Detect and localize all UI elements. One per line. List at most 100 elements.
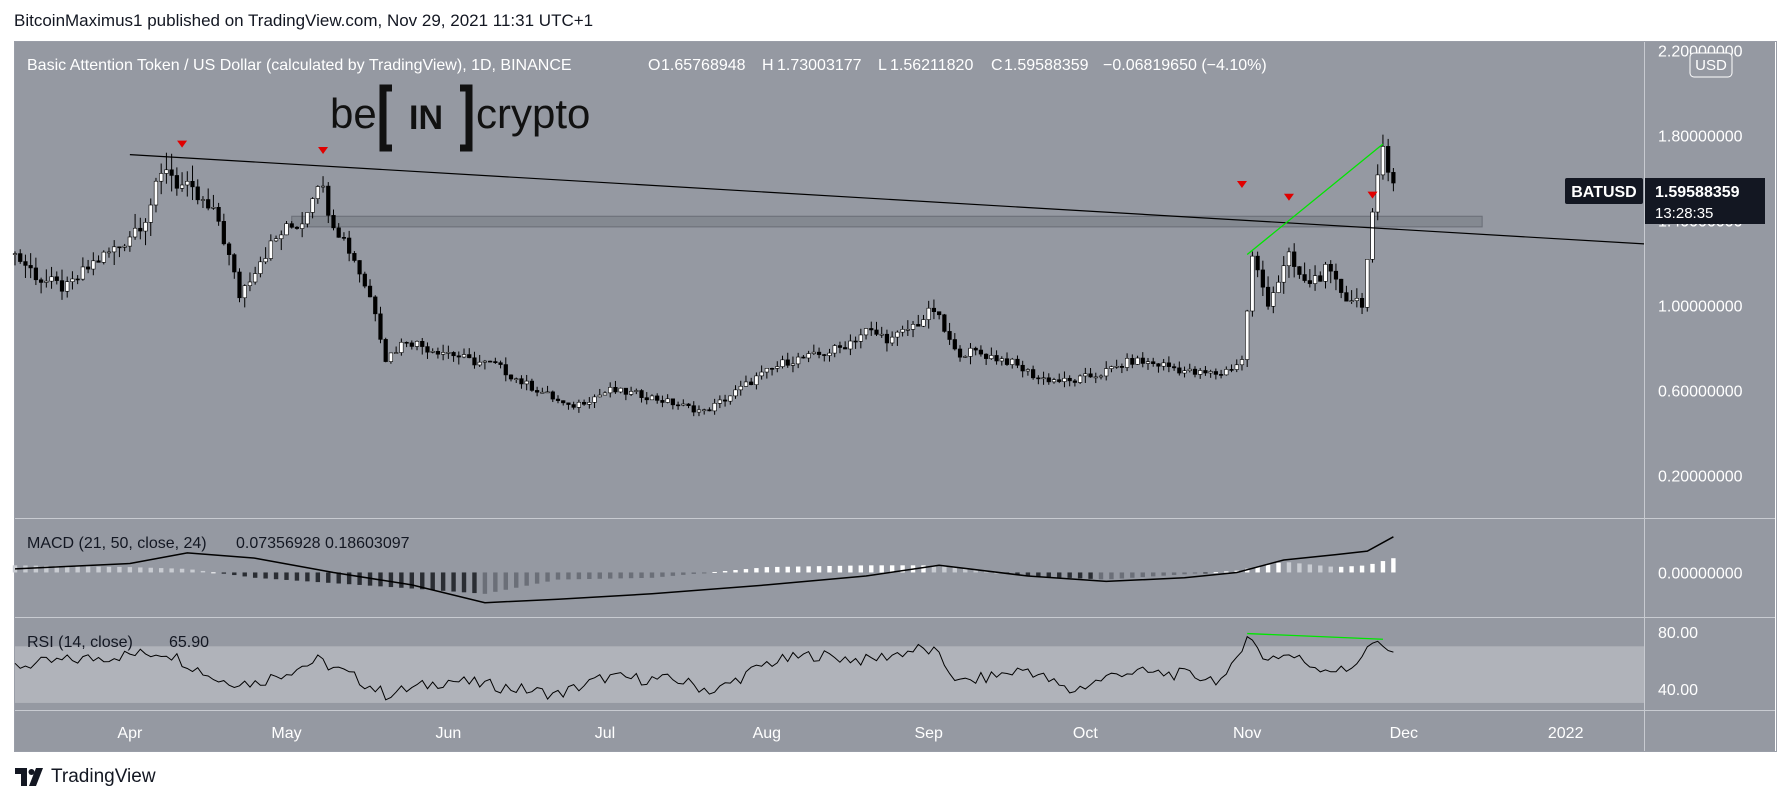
candle <box>639 389 644 403</box>
candle <box>1218 369 1224 379</box>
candle <box>153 177 159 213</box>
candle <box>1104 361 1109 381</box>
candle <box>863 328 869 340</box>
candle-body <box>117 246 122 249</box>
candle <box>514 377 519 383</box>
candle <box>634 388 639 395</box>
macd-histogram-bar <box>190 569 195 573</box>
macd-histogram-bar <box>75 566 80 573</box>
candle <box>796 352 801 369</box>
candle <box>931 299 937 320</box>
candle-body <box>91 260 96 270</box>
candle-body <box>49 276 54 282</box>
candle-body <box>420 341 425 347</box>
candle <box>1260 260 1265 297</box>
macd-histogram-bar <box>1244 568 1250 573</box>
macd-histogram-bar <box>921 565 926 573</box>
candle <box>1208 369 1213 378</box>
macd-legend: MACD (21, 50, close, 24) 0.07356928 0.18… <box>27 535 410 552</box>
candle <box>1083 367 1088 383</box>
macd-histogram-bar <box>211 572 216 574</box>
macd-histogram-bar <box>1025 572 1031 577</box>
candle-body <box>451 352 456 357</box>
candle <box>127 231 132 252</box>
candle-body <box>582 401 587 405</box>
time-axis-label: Nov <box>1233 725 1261 742</box>
candle <box>561 400 566 406</box>
candle <box>947 322 952 345</box>
candle <box>1312 265 1318 291</box>
candle-body <box>634 390 639 392</box>
macd-histogram-bar <box>1213 572 1219 574</box>
candle <box>1057 373 1062 384</box>
candle-body <box>900 329 905 333</box>
candle-body <box>1365 259 1370 308</box>
candle <box>1151 357 1156 367</box>
candle <box>785 352 790 368</box>
candle-body <box>65 281 70 292</box>
candle-body <box>138 227 143 232</box>
macd-histogram-bar <box>1380 561 1386 573</box>
price-pane[interactable] <box>15 42 1644 518</box>
candle <box>707 407 712 412</box>
candle-body <box>1041 377 1046 380</box>
candle <box>1323 261 1328 289</box>
candle-body <box>59 280 65 292</box>
candle <box>226 241 232 266</box>
candle-body <box>984 353 989 359</box>
candle-body <box>253 273 258 283</box>
macd-histogram-bar <box>555 572 561 580</box>
macd-histogram-bar <box>1255 566 1260 573</box>
candle-body <box>1198 370 1203 375</box>
time-axis[interactable] <box>15 710 1644 751</box>
macd-histogram-bar <box>127 567 133 573</box>
candle-body <box>23 261 28 266</box>
candle-body <box>112 246 117 253</box>
candle <box>618 387 623 394</box>
candle <box>315 185 320 204</box>
macd-histogram-bar <box>1224 571 1229 573</box>
candle-body <box>367 285 373 298</box>
candle-body <box>373 296 378 315</box>
candle-body <box>320 185 326 188</box>
candle-body <box>602 392 608 396</box>
candle-body <box>989 355 994 359</box>
candle <box>341 232 347 241</box>
price-axis[interactable] <box>1645 42 1775 751</box>
candle-body <box>477 361 482 366</box>
candle-body <box>1192 368 1198 375</box>
candle-body <box>1323 263 1328 282</box>
chart-frame <box>14 41 1777 752</box>
macd-histogram-bar <box>96 566 101 573</box>
candle-body <box>1072 380 1077 383</box>
candle <box>132 213 138 240</box>
macd-histogram-bar <box>388 572 394 588</box>
candle <box>12 251 18 266</box>
candle-body <box>545 391 550 394</box>
candle <box>550 390 555 403</box>
candle-body <box>796 356 801 365</box>
macd-histogram-bar <box>816 566 822 573</box>
candle <box>1365 259 1370 312</box>
candle <box>430 348 435 354</box>
candle-body <box>592 396 597 403</box>
candle <box>764 368 769 379</box>
macd-histogram-bar <box>1359 565 1365 573</box>
candle-body <box>195 186 200 201</box>
candle-body <box>921 319 926 327</box>
price-axis-label: 0.60000000 <box>1658 384 1743 401</box>
candle-body <box>717 399 722 404</box>
macd-histogram-bar <box>305 572 310 582</box>
macd-histogram-bar <box>1077 572 1083 579</box>
candle <box>670 398 675 410</box>
macd-histogram-bar <box>336 572 341 584</box>
candle-body <box>1177 367 1182 374</box>
candle-body <box>1276 281 1281 293</box>
tradingview-footer[interactable]: TradingView <box>14 766 156 788</box>
candle <box>1130 354 1135 369</box>
candle <box>70 271 75 290</box>
candle-body <box>54 276 59 281</box>
macd-histogram-bar <box>733 570 738 573</box>
candle <box>195 179 200 205</box>
currency-badge[interactable]: USD <box>1689 52 1733 78</box>
